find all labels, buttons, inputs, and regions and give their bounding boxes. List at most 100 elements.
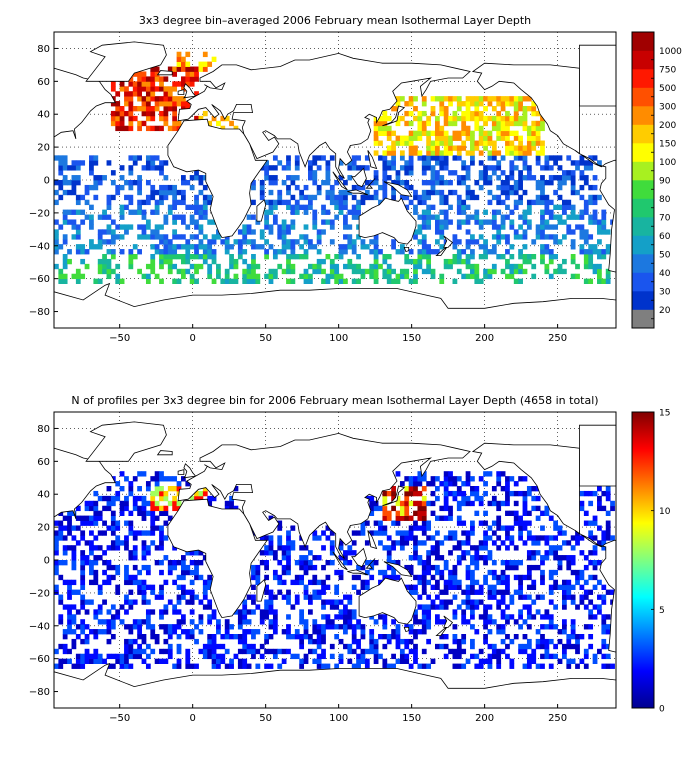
heatmap-cell — [268, 594, 274, 600]
heatmap-cell — [312, 209, 318, 215]
heatmap-cell — [290, 268, 296, 275]
heatmap-cell — [167, 476, 173, 482]
heatmap-cell — [268, 589, 274, 595]
heatmap-cell — [430, 106, 436, 112]
colorbar-segment — [632, 124, 654, 144]
heatmap-cell — [408, 535, 414, 541]
heatmap-cell — [299, 234, 305, 240]
heatmap-cell — [198, 629, 204, 635]
heatmap-cell — [443, 471, 449, 477]
heatmap-cell — [561, 555, 567, 561]
heatmap-cell — [548, 155, 554, 161]
colorbar-segment — [632, 161, 654, 181]
heatmap-cell — [421, 495, 427, 502]
heatmap-cell — [334, 273, 340, 280]
heatmap-cell — [281, 180, 287, 186]
heatmap-cell — [465, 150, 471, 156]
heatmap-cell — [110, 239, 116, 245]
heatmap-cell — [518, 594, 523, 600]
heatmap-cell — [500, 579, 506, 586]
heatmap-cell — [597, 486, 602, 492]
heatmap-cell — [124, 86, 129, 92]
heatmap-cell — [426, 204, 432, 210]
heatmap-cell — [119, 234, 125, 240]
heatmap-cell — [513, 145, 519, 151]
heatmap-cell — [588, 254, 594, 260]
heatmap-cell — [413, 486, 418, 492]
heatmap-cell — [294, 199, 300, 206]
heatmap-cell — [531, 550, 537, 556]
heatmap-cell — [513, 589, 519, 595]
heatmap-cell — [281, 564, 287, 571]
heatmap-cell — [163, 194, 169, 201]
heatmap-cell — [110, 500, 116, 507]
heatmap-cell — [338, 204, 344, 210]
heatmap-cell — [286, 268, 291, 275]
heatmap-cell — [426, 569, 432, 576]
heatmap-cell — [154, 204, 160, 210]
heatmap-cell — [535, 130, 541, 136]
heatmap-cell — [588, 219, 594, 225]
heatmap-cell — [119, 249, 125, 255]
heatmap-cell — [163, 249, 169, 255]
heatmap-cell — [167, 239, 173, 245]
heatmap-cell — [207, 574, 213, 581]
heatmap-cell — [456, 584, 462, 590]
heatmap-cell — [128, 165, 134, 171]
heatmap-cell — [329, 619, 335, 625]
heatmap-cell — [141, 634, 147, 640]
heatmap-cell — [364, 155, 370, 161]
heatmap-cell — [408, 199, 414, 206]
heatmap-cell — [154, 560, 160, 566]
heatmap-cell — [522, 175, 528, 181]
heatmap-cell — [483, 535, 488, 541]
heatmap-cell — [391, 180, 396, 186]
heatmap-cell — [373, 120, 379, 127]
heatmap-cell — [452, 110, 458, 117]
heatmap-cell — [421, 584, 427, 590]
heatmap-cell — [382, 130, 388, 136]
heatmap-cell — [391, 106, 396, 112]
heatmap-cell — [483, 96, 488, 102]
heatmap-cell — [474, 579, 480, 586]
heatmap-cell — [150, 194, 156, 201]
heatmap-cell — [391, 619, 396, 625]
heatmap-cell — [128, 520, 134, 526]
heatmap-cell — [373, 278, 379, 284]
heatmap-cell — [496, 125, 502, 132]
heatmap-cell — [369, 239, 375, 245]
heatmap-cell — [417, 619, 423, 625]
heatmap-cell — [294, 599, 300, 605]
heatmap-cell — [561, 584, 567, 590]
heatmap-cell — [272, 204, 278, 210]
heatmap-cell — [452, 130, 458, 136]
heatmap-cell — [470, 638, 475, 645]
heatmap-cell — [518, 530, 523, 536]
heatmap-cell — [97, 545, 103, 551]
heatmap-cell — [452, 653, 458, 660]
heatmap-cell — [150, 209, 156, 215]
heatmap-cell — [421, 234, 427, 240]
heatmap-cell — [141, 648, 147, 655]
heatmap-cell — [575, 569, 580, 576]
heatmap-cell — [522, 510, 528, 516]
heatmap-cell — [583, 653, 589, 660]
heatmap-cell — [386, 254, 392, 260]
heatmap-cell — [452, 638, 458, 645]
heatmap-cell — [461, 209, 467, 215]
heatmap-cell — [597, 224, 602, 230]
heatmap-cell — [505, 120, 510, 127]
heatmap-cell — [601, 653, 607, 660]
heatmap-cell — [80, 520, 86, 526]
heatmap-cell — [386, 115, 392, 122]
heatmap-cell — [132, 505, 138, 512]
heatmap-cell — [351, 584, 357, 590]
heatmap-cell — [106, 258, 112, 265]
heatmap-cell — [570, 229, 576, 235]
heatmap-cell — [321, 209, 326, 215]
heatmap-cell — [391, 486, 396, 492]
heatmap-cell — [452, 278, 458, 284]
heatmap-cell — [421, 505, 427, 512]
y-tick-label: −80 — [29, 687, 50, 698]
